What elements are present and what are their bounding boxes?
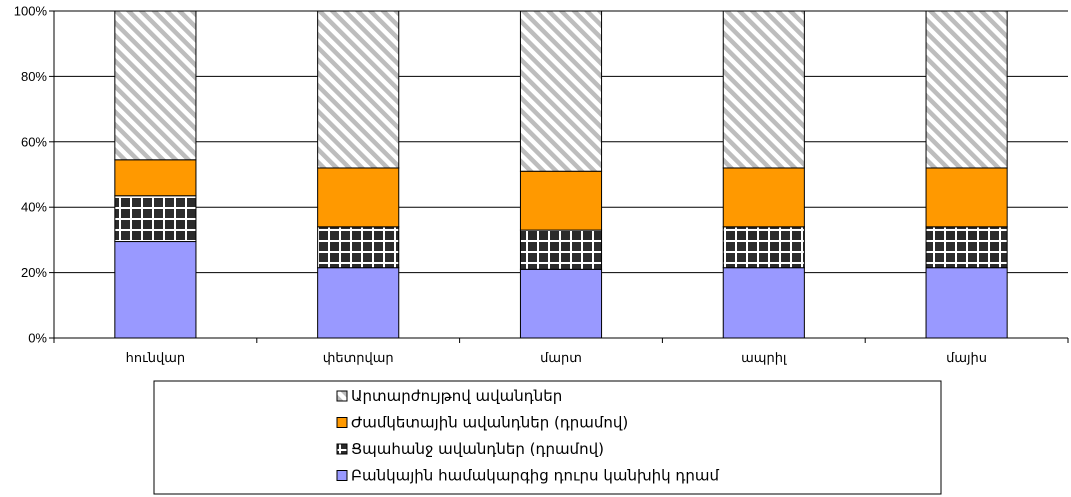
bars	[114, 10, 1008, 339]
x-tick-label: հունվար	[126, 350, 186, 365]
y-tick-label: 0%	[28, 331, 47, 346]
legend-label: Բանկային համակարգից դուրս կանխիկ դրամ	[351, 467, 719, 485]
x-tick-label: մարտ	[540, 350, 582, 365]
bar-segment	[317, 10, 400, 169]
x-tick-label: ապրիլ	[741, 350, 787, 365]
bar-segment	[722, 226, 805, 269]
bar-segment	[925, 167, 1008, 228]
y-tick-label: 80%	[21, 69, 47, 84]
bar-segment	[114, 195, 197, 243]
bar-segment	[925, 267, 1008, 339]
legend-label: Ժամկետային ավանդներ (դրամով)	[351, 414, 628, 432]
legend-box	[153, 380, 942, 495]
legend-swatch	[336, 390, 348, 402]
y-tick-label: 40%	[21, 200, 47, 215]
bar-segment	[925, 10, 1008, 169]
y-tick-label: 60%	[21, 134, 47, 149]
bar-segment	[519, 268, 603, 339]
bar-segment	[114, 241, 197, 339]
bar-segment	[722, 167, 805, 228]
x-tick-label: մայիս	[946, 350, 987, 365]
y-tick-label: 20%	[21, 265, 47, 280]
bar-segment	[114, 10, 197, 161]
legend-swatch	[336, 417, 348, 428]
bar-segment	[114, 159, 197, 197]
legend-swatch	[336, 470, 348, 481]
axes: 0% 20% 40% 60% 80% 100% հունվար փետրվար մարտ ապրի…	[14, 4, 1069, 365]
bar-segment	[519, 10, 603, 172]
bar-segment	[317, 226, 400, 269]
bar-segment	[519, 229, 603, 270]
bar-segment	[317, 167, 400, 228]
y-tick-label: 100%	[14, 4, 48, 19]
bar-segment	[722, 267, 805, 339]
bar-segment	[722, 10, 805, 169]
bar-segment	[317, 267, 400, 339]
legend: Արտարժույթով ավանդներ Ժամկետային ավանդներ…	[153, 380, 942, 495]
x-tick-label: փետրվար	[323, 350, 394, 365]
legend-label: Ցպահանջ ավանդներ (դրամով)	[351, 440, 604, 458]
legend-label: Արտարժույթով ավանդներ	[351, 387, 562, 405]
bar-segment	[925, 226, 1008, 269]
bar-segment	[519, 170, 603, 231]
legend-swatch	[336, 443, 348, 455]
